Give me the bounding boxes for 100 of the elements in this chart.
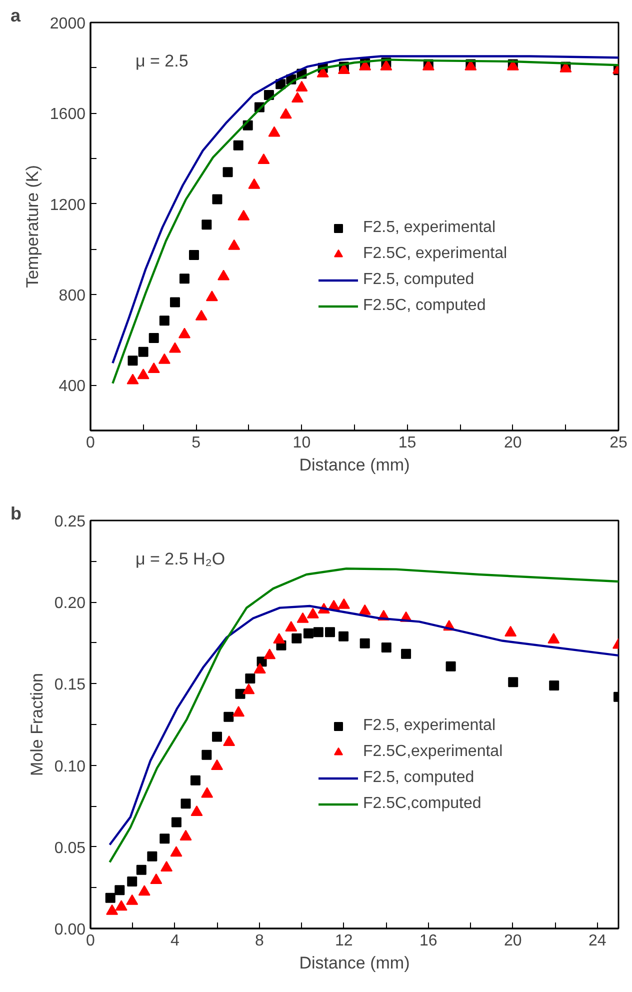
x-tick-label: 5 <box>192 434 201 452</box>
point <box>306 608 319 618</box>
point <box>160 834 170 844</box>
point <box>171 817 182 828</box>
point <box>160 860 173 872</box>
point <box>291 92 304 103</box>
point <box>232 706 245 717</box>
y-tick-label: 0.25 <box>54 514 86 530</box>
point <box>233 140 244 150</box>
point <box>280 108 292 119</box>
point <box>223 735 236 746</box>
point <box>190 775 200 786</box>
point <box>338 631 349 642</box>
point <box>212 194 222 204</box>
legend-label: F2.5, computed <box>363 271 474 289</box>
y-axis-title: Temperature (K) <box>22 165 42 288</box>
point <box>242 684 255 694</box>
y-tick-label: 2000 <box>50 16 86 32</box>
point <box>158 353 170 364</box>
point <box>202 750 212 760</box>
point <box>137 368 150 380</box>
x-tick-label: 20 <box>504 434 522 452</box>
point <box>228 239 240 250</box>
point <box>127 876 138 886</box>
point <box>202 220 212 230</box>
x-tick-label: 10 <box>292 434 311 452</box>
y-tick-label: 1200 <box>50 196 86 214</box>
point <box>128 356 138 366</box>
point <box>222 167 233 178</box>
legend-label: F2.5, experimental <box>363 717 496 735</box>
point <box>190 805 203 816</box>
point <box>401 648 412 659</box>
annotation: μ = 2.5 <box>136 52 188 70</box>
point <box>548 632 560 644</box>
point <box>218 270 230 280</box>
line-series <box>108 568 618 864</box>
y-tick-label: 0.00 <box>54 922 86 938</box>
text: b <box>10 504 22 524</box>
point <box>549 680 560 690</box>
point <box>316 66 329 78</box>
point <box>268 126 280 137</box>
x-tick-label: 12 <box>335 932 353 950</box>
point <box>254 662 266 674</box>
y-tick-label: 1600 <box>50 106 86 124</box>
x-tick-label: 24 <box>588 932 606 950</box>
point <box>170 846 182 857</box>
x-tick-label: 8 <box>255 932 264 950</box>
point <box>238 210 250 220</box>
legend-label: F2.5C,experimental <box>363 743 503 761</box>
point <box>380 60 392 70</box>
x-axis-title: Distance (mm) <box>299 456 410 474</box>
y-tick-label: 0.05 <box>54 840 86 857</box>
point <box>138 346 148 357</box>
y-tick-label: 800 <box>58 288 86 304</box>
point <box>206 290 218 302</box>
point <box>178 328 190 338</box>
annotation: μ = 2.5 H₂O <box>136 550 226 568</box>
point <box>159 316 170 326</box>
point <box>188 250 199 260</box>
point <box>446 661 456 672</box>
point <box>325 627 335 638</box>
y-axis-title: Mole Fraction <box>27 673 46 776</box>
point <box>285 621 298 632</box>
point <box>273 632 286 644</box>
point <box>258 153 270 164</box>
point <box>508 677 518 688</box>
point <box>292 633 302 644</box>
x-tick-label: 15 <box>398 434 416 452</box>
x-tick-label: 0 <box>86 932 96 950</box>
point <box>150 874 162 884</box>
point <box>296 80 308 92</box>
legend-label: F2.5, computed <box>363 769 474 787</box>
point <box>114 885 125 896</box>
point <box>212 732 222 742</box>
point <box>148 362 160 373</box>
point <box>168 342 181 353</box>
legend-label: F2.5C,computed <box>363 795 482 813</box>
y-tick-label: 400 <box>58 378 86 396</box>
x-tick-label: 25 <box>610 434 628 452</box>
point <box>338 598 350 609</box>
legend-label: F2.5, experimental <box>363 219 496 237</box>
point <box>224 712 234 722</box>
point <box>211 759 224 770</box>
point <box>126 374 139 384</box>
point <box>147 851 158 862</box>
x-tick-label: 4 <box>170 932 180 950</box>
x-tick-label: 20 <box>504 932 522 950</box>
point <box>303 628 314 638</box>
point <box>170 297 180 308</box>
legend-label: F2.5C, computed <box>363 297 486 315</box>
point <box>360 638 370 648</box>
point <box>381 642 392 652</box>
y-tick-label: 0.20 <box>54 595 86 612</box>
point <box>138 885 150 896</box>
x-tick-label: 0 <box>86 434 96 452</box>
point <box>235 688 246 699</box>
x-axis-title: Distance (mm) <box>299 954 410 972</box>
point <box>126 894 138 905</box>
point <box>195 310 208 320</box>
point <box>248 178 260 189</box>
